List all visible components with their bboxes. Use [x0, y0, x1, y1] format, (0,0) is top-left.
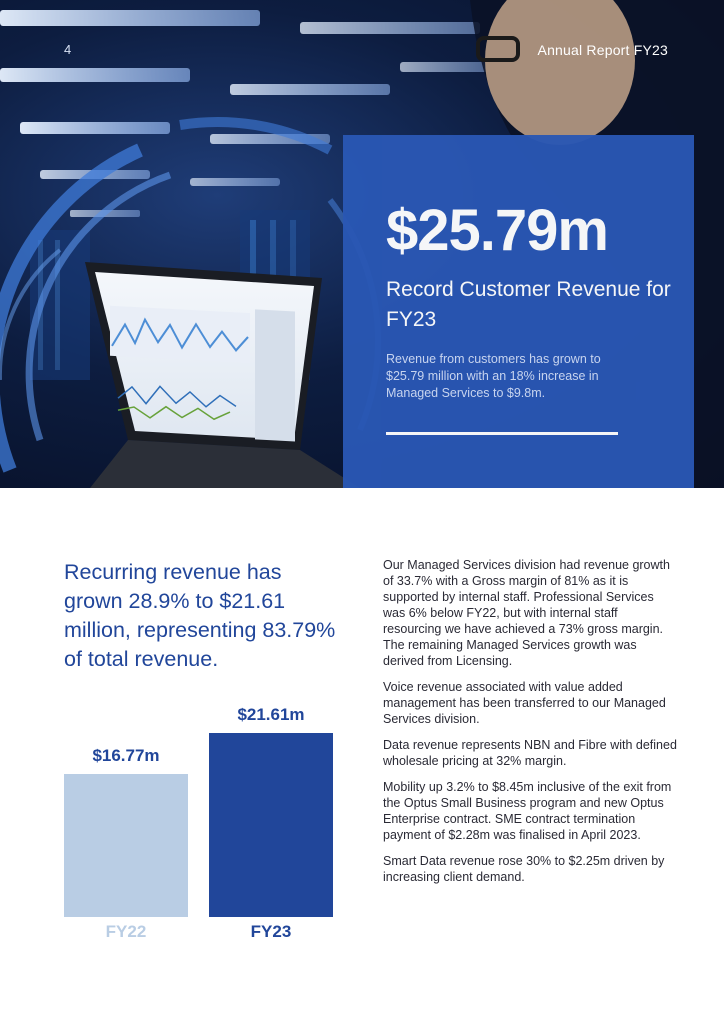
revenue-bar-chart: $16.77m $21.61m FY22 FY23	[60, 700, 350, 950]
feature-panel: $25.79m Record Customer Revenue for FY23…	[343, 135, 694, 488]
feature-text: Revenue from customers has grown to $25.…	[386, 352, 601, 400]
hero-section: 4 Annual Report FY23 $25.79m Record Cust…	[0, 0, 724, 488]
bar-value-label-fy23: $21.61m	[237, 705, 305, 724]
paragraph-mobility: Mobility up 3.2% to $8.45m inclusive of …	[383, 780, 672, 842]
category-label-fy23: FY23	[250, 922, 292, 941]
ceiling-lights	[0, 10, 490, 217]
running-title: Annual Report FY23	[537, 42, 668, 58]
paragraph-smart-data: Smart Data revenue rose 30% to $2.25m dr…	[383, 854, 665, 884]
feature-value: $25.79m	[386, 198, 609, 263]
bar-fy23	[209, 733, 333, 917]
bar-fy22	[64, 774, 188, 917]
paragraph-managed-services: Our Managed Services division had revenu…	[383, 558, 670, 668]
paragraph-voice: Voice revenue associated with value adde…	[383, 680, 666, 726]
laptop-image	[85, 262, 360, 488]
hero-photo	[0, 0, 724, 488]
body-text-column: Our Managed Services division had revenu…	[383, 557, 678, 895]
bar-value-label-fy22: $16.77m	[92, 746, 160, 765]
feature-heading: Record Customer Revenue for FY23	[386, 278, 671, 331]
page-number: 4	[64, 42, 72, 57]
category-label-fy22: FY22	[105, 922, 147, 941]
paragraph-data: Data revenue represents NBN and Fibre wi…	[383, 738, 677, 768]
recurring-revenue-headline: Recurring revenue has grown 28.9% to $21…	[64, 560, 336, 671]
feature-divider	[386, 432, 618, 435]
